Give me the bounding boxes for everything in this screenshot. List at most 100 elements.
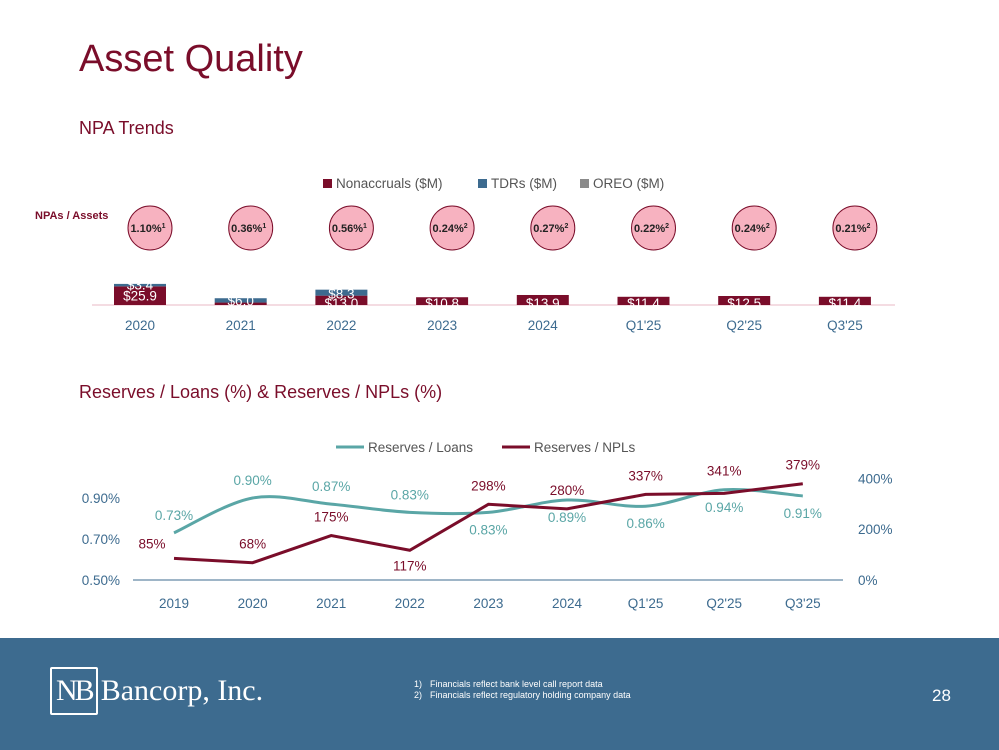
bar-segment xyxy=(516,294,569,305)
reserves-npls-label: 85% xyxy=(138,536,165,551)
reserves-loans-label: 0.83% xyxy=(469,522,507,537)
reserves-npls-label: 117% xyxy=(393,558,427,573)
footnotes: 1) Financials reflect bank level call rep… xyxy=(414,679,631,701)
bar-segment xyxy=(416,297,469,305)
reserves-npls-label: 68% xyxy=(239,537,266,552)
bar-segment xyxy=(114,286,166,305)
reserves-chart: Reserves / Loans Reserves / NPLs 0.90% 0.70… xyxy=(82,440,893,611)
x-tick-label: Q3'25 xyxy=(827,318,863,333)
logo-mark: NB xyxy=(50,667,98,715)
npa-trends-subtitle: NPA Trends xyxy=(79,118,174,138)
reserves-loans-label: 0.89% xyxy=(548,510,586,525)
reserves-npls-line xyxy=(173,482,803,565)
bar-value-label: $3.4 xyxy=(127,277,154,292)
reserves-loans-label: 0.83% xyxy=(391,487,429,502)
bar-value-label: $13.0 xyxy=(325,296,359,311)
npa-ratio-label: 1.10%1 xyxy=(130,223,165,235)
npa-ratio-label: 0.21%2 xyxy=(835,223,870,235)
legend-swatch xyxy=(478,179,487,188)
npa-trends-chart: Nonaccruals ($M) TDRs ($M) OREO ($M) NPAs /… xyxy=(35,176,895,333)
reserves-loans-label: 0.87% xyxy=(312,479,350,494)
bar-segment xyxy=(315,295,368,305)
logo-text: Bancorp, Inc. xyxy=(100,674,264,707)
npa-ratio-label: 0.56%1 xyxy=(332,223,367,235)
x-tick-label: Q3'25 xyxy=(785,596,821,611)
npa-ratio-label: 0.27%2 xyxy=(533,223,568,235)
x-tick-label: 2024 xyxy=(552,596,583,611)
bar-value-label: $25.9 xyxy=(123,289,157,304)
bar-value-label: $8.3 xyxy=(328,287,354,302)
reserves-npls-label: 341% xyxy=(707,463,742,478)
bar-segment xyxy=(214,298,267,303)
x-tick-label: 2022 xyxy=(326,318,356,333)
npa-ratio-bubble xyxy=(127,205,173,251)
x-tick-label: 2023 xyxy=(473,596,503,611)
reserves-npls-label: 280% xyxy=(550,483,585,498)
footnote-2: 2) Financials reflect regulatory holding … xyxy=(414,690,631,700)
bar-value-label: $10.8 xyxy=(425,296,459,311)
legend-label: Nonaccruals ($M) xyxy=(336,176,443,191)
reserves-loans-label: 0.90% xyxy=(233,473,271,488)
npa-ratio-bubble xyxy=(228,205,274,251)
right-axis-tick: 0% xyxy=(858,573,878,588)
x-tick-label: 2021 xyxy=(316,596,346,611)
reserves-loans-label: 0.94% xyxy=(705,500,743,515)
left-axis-tick: 0.50% xyxy=(82,573,120,588)
left-axis-tick: 0.90% xyxy=(82,491,120,506)
legend-label: Reserves / Loans xyxy=(368,440,473,455)
npa-ratio-bubble xyxy=(832,205,878,251)
reserves-npls-label: 337% xyxy=(628,468,663,483)
bar-value-label: $12.5 xyxy=(727,296,761,311)
x-tick-label: 2020 xyxy=(125,318,155,333)
x-tick-label: Q1'25 xyxy=(626,318,662,333)
reserves-loans-label: 0.91% xyxy=(784,506,822,521)
bar-value-label: $11.4 xyxy=(829,296,862,311)
bar-segment xyxy=(315,289,368,296)
npa-ratio-label: 0.24%2 xyxy=(735,223,770,235)
legend-swatch xyxy=(323,179,332,188)
bar-segment xyxy=(114,283,166,287)
npa-ratio-bubble xyxy=(530,205,576,251)
x-tick-label: 2023 xyxy=(427,318,457,333)
bar-segment xyxy=(818,296,871,305)
right-axis-tick: 200% xyxy=(858,522,893,537)
x-tick-label: 2022 xyxy=(395,596,425,611)
x-tick-label: 2021 xyxy=(226,318,256,333)
reserves-npls-label: 379% xyxy=(786,458,821,473)
right-axis-tick: 400% xyxy=(858,471,893,486)
bar-segment xyxy=(718,296,771,305)
x-tick-label: Q2'25 xyxy=(706,596,742,611)
footnote-1: 1) Financials reflect bank level call rep… xyxy=(414,679,603,689)
legend-label: Reserves / NPLs xyxy=(534,440,636,455)
npa-ratio-bubble xyxy=(631,205,676,251)
bar-value-label: $11.4 xyxy=(627,296,660,311)
npa-ratio-label: 0.36%1 xyxy=(231,223,266,235)
x-tick-label: Q2'25 xyxy=(726,318,762,333)
npa-ratio-label: 0.24%2 xyxy=(433,223,468,235)
npas-assets-label: NPAs / Assets xyxy=(35,210,108,222)
page-number: 28 xyxy=(932,686,951,705)
reserves-npls-label: 298% xyxy=(471,478,506,493)
legend-swatch xyxy=(580,179,589,188)
reserves-subtitle: Reserves / Loans (%) & Reserves / NPLs (… xyxy=(79,382,443,402)
x-tick-label: 2024 xyxy=(528,318,559,333)
reserves-npls-label: 175% xyxy=(314,510,349,525)
nb-bancorp-logo: NB Bancorp, Inc. xyxy=(50,667,264,715)
x-tick-label: Q1'25 xyxy=(628,596,664,611)
legend-label: OREO ($M) xyxy=(593,176,664,191)
npa-ratio-bubble xyxy=(731,205,777,251)
reserves-loans-label: 0.73% xyxy=(155,508,193,523)
x-tick-label: 2020 xyxy=(238,596,268,611)
footer-bar xyxy=(0,638,999,750)
bar-value-label: $6.0 xyxy=(228,294,254,309)
bar-segment xyxy=(214,302,267,305)
bar-value-label: $13.9 xyxy=(526,296,560,311)
x-tick-label: 2019 xyxy=(159,596,189,611)
left-axis-tick: 0.70% xyxy=(82,532,120,547)
bar-segment xyxy=(617,296,670,305)
npa-ratio-label: 0.22%2 xyxy=(634,223,669,235)
npa-ratio-bubble xyxy=(328,205,374,251)
page-title: Asset Quality xyxy=(79,38,303,80)
legend-label: TDRs ($M) xyxy=(491,176,557,191)
npa-ratio-bubble xyxy=(429,205,475,251)
